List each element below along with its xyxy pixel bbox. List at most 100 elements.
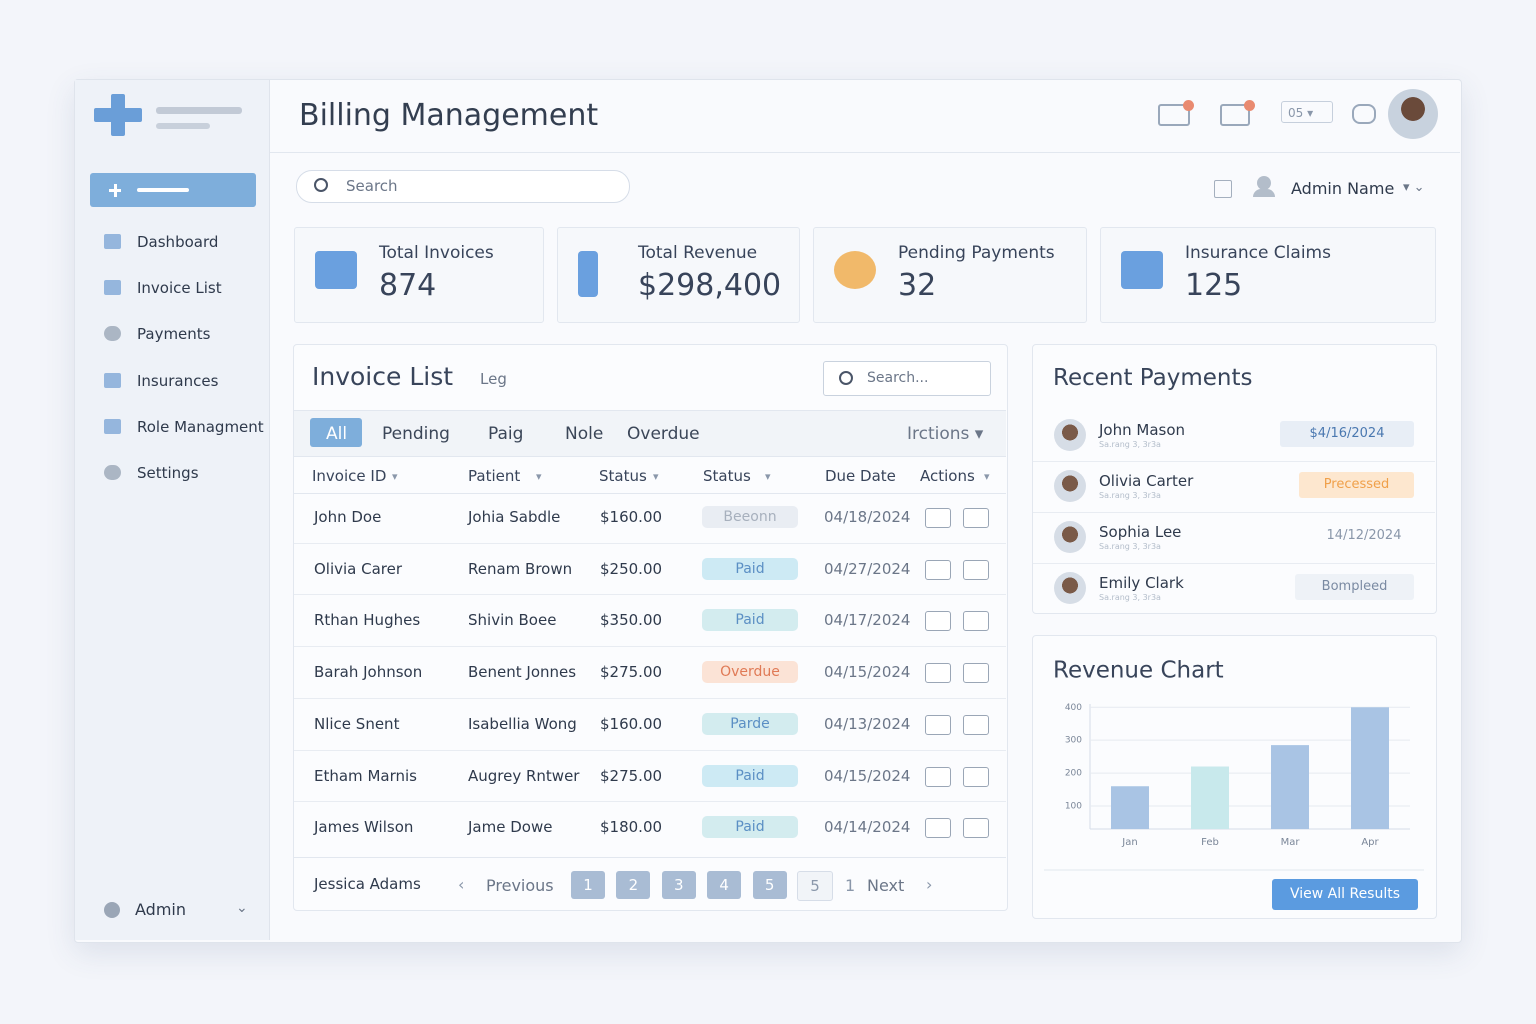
stat-label: Total Revenue [638,243,758,263]
tab-bar [294,410,1006,457]
doc-icon[interactable] [1214,180,1232,198]
stat-icon [1121,251,1163,289]
view-all-button[interactable]: View All Results [1272,879,1418,910]
column-header[interactable]: Patient [468,467,521,485]
card-icon[interactable] [1220,104,1250,126]
sort-caret: ▾ [392,470,398,483]
edit-action[interactable] [925,663,951,684]
page-button[interactable]: 3 [661,871,696,899]
page-button[interactable]: 2 [616,871,651,899]
delete-action[interactable] [963,663,989,684]
payment-badge[interactable]: Bompleed [1295,574,1414,600]
nav-item[interactable]: Settings [137,464,199,482]
y-tick-label: 400 [1065,703,1082,713]
nav-item[interactable]: Payments [137,325,211,344]
edit-action[interactable] [925,508,951,528]
select-value: 05 [1288,106,1304,120]
page-button[interactable]: 5 [797,871,833,901]
delete-action[interactable] [963,559,989,580]
x-tick-label: Apr [1361,837,1379,848]
nav-item[interactable]: Insurances [137,371,219,390]
search-icon [839,371,853,385]
status-badge: Paid [702,557,798,580]
page-button[interactable]: 4 [707,871,742,899]
notification-dot [1183,100,1194,111]
cell-patient: Isabellia Wong [468,714,577,733]
payment-sub: Sa.rang 3, 3r3a [1099,491,1161,500]
page-button[interactable]: 1 [571,871,605,899]
footer-name: Jessica Adams [314,875,421,893]
payment-badge[interactable]: Precessed [1299,472,1414,498]
select[interactable]: 05 ▾ [1281,101,1333,123]
stat-value: 125 [1185,268,1243,303]
tab-action[interactable]: Irctions ▾ [907,424,984,444]
nav-icon [104,280,121,296]
payment-badge[interactable]: 14/12/2024 [1326,528,1402,543]
chat-icon[interactable] [1352,104,1376,124]
delete-action[interactable] [963,818,989,839]
search-placeholder: Search [346,177,398,195]
nav-icon [104,326,121,342]
edit-action[interactable] [925,818,951,839]
logo-line [156,107,242,114]
tab[interactable]: All [326,424,348,444]
column-header[interactable]: Status [703,467,751,485]
payment-name: Olivia Carter [1099,472,1194,490]
mail-icon[interactable] [1158,104,1190,126]
sort-caret: ▾ [984,470,990,483]
column-header[interactable]: Invoice ID [312,467,387,485]
invoice-subtitle: Leg [480,370,507,388]
edit-action[interactable] [925,559,951,580]
payment-name: Emily Clark [1099,574,1184,592]
nav-item[interactable]: Invoice List [137,279,222,298]
button-line [137,188,189,192]
stat-label: Pending Payments [898,243,1055,263]
column-header[interactable]: Due Date [825,467,896,485]
cell-id: John Doe [314,508,382,526]
cell-due: 04/15/2024 [824,766,911,785]
stat-value: 874 [379,268,437,303]
payment-badge[interactable]: $4/16/2024 [1280,421,1414,447]
delete-action[interactable] [963,611,989,632]
cell-amount: $275.00 [600,766,663,785]
row-divider [294,646,1006,648]
y-tick-label: 100 [1065,801,1082,811]
tab[interactable]: Nole [565,424,604,444]
status-badge: Overdue [702,661,798,684]
edit-action[interactable] [925,714,951,735]
delete-action[interactable] [963,714,989,735]
tab[interactable]: Paig [488,424,524,444]
user-name[interactable]: Admin Name [1291,179,1395,198]
y-tick-label: 200 [1065,769,1082,779]
nav-item[interactable]: Dashboard [137,233,219,251]
tab[interactable]: Pending [382,424,450,444]
tab[interactable]: Overdue [627,424,700,444]
bar [1191,766,1229,829]
cell-id: Etham Marnis [314,766,417,785]
chevron: ⌄ [236,900,248,916]
cell-patient: Benent Jonnes [468,663,577,682]
delete-action[interactable] [963,766,989,787]
delete-action[interactable] [963,508,989,528]
x-tick-label: Feb [1201,837,1219,848]
search-box[interactable] [296,170,630,203]
tab-active-bg [310,418,362,447]
avatar[interactable] [1388,89,1438,139]
chart: Revenue Chart 100 200 300 400 Jan Feb Mar Apr [1044,658,1424,871]
pager-previous[interactable]: Previous [486,876,554,895]
edit-action[interactable] [925,611,951,632]
tab-action-label: Irctions [907,424,970,444]
nav-item[interactable]: Role Managment [137,417,264,436]
column-header[interactable]: Actions [920,467,975,485]
stat-label: Total Invoices [379,243,494,263]
edit-action[interactable] [925,766,951,787]
payment-sub: Sa.rang 3, 3r3a [1099,542,1161,551]
sidebar-footer[interactable]: Admin [135,900,186,919]
column-header[interactable]: Status [599,467,647,485]
pager-next[interactable]: Next [867,876,905,895]
page-button[interactable]: 5 [752,871,787,899]
chart-title: Revenue Chart [1053,658,1224,684]
sort-caret: ▾ [536,470,542,483]
